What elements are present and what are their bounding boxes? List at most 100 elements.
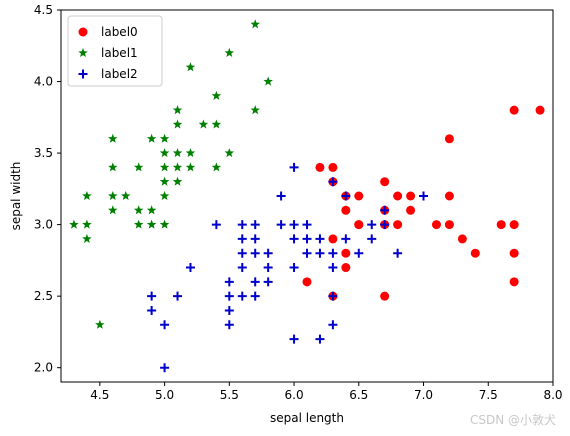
data-point-label1 [198,119,209,129]
data-point-label2 [263,248,273,258]
legend-label: label1 [101,46,138,60]
data-point-label2 [224,277,234,287]
data-point-label2 [341,234,351,244]
data-point-label2 [328,248,338,258]
data-point-label1 [185,148,196,158]
data-point-label2 [237,234,247,244]
data-point-label0 [393,191,403,201]
legend-label: label0 [101,25,138,39]
data-point-label2 [160,363,170,373]
data-point-label1 [250,19,260,29]
data-point-label2 [289,263,299,273]
data-point-label1 [211,119,222,129]
x-tick-label: 4.5 [90,388,109,402]
data-point-label2 [250,248,260,258]
data-point-label0 [380,291,390,301]
data-point-label0 [470,248,480,258]
data-point-label1 [159,133,170,143]
data-point-label1 [211,90,222,100]
data-point-label1 [211,162,222,172]
data-point-label0 [431,220,441,230]
data-point-label2 [328,291,338,301]
data-point-label0 [444,191,454,201]
data-point-label1 [146,133,157,143]
plot-area-frame [60,9,554,383]
data-point-label2 [419,191,429,201]
y-tick-label: 2.5 [34,289,53,303]
y-axis: 2.0 2.5 3.0 3.5 4.0 4.5 [34,3,61,375]
y-tick-label: 3.5 [34,146,53,160]
data-point-label1 [82,191,92,201]
data-point-label2 [250,220,260,230]
y-tick-label: 2.0 [34,361,53,375]
y-tick-label: 3.0 [34,218,53,232]
data-point-label1 [108,205,118,215]
x-tick-label: 6.0 [285,388,304,402]
x-tick-label: 6.5 [349,388,368,402]
data-point-label2 [185,263,195,273]
x-axis-label: sepal length [270,411,344,425]
data-point-label1 [133,205,144,215]
data-point-label2 [276,191,286,201]
data-point-label2 [354,248,364,258]
data-point-label2 [147,291,157,301]
data-point-label0 [509,248,519,258]
data-point-label2 [289,220,299,230]
data-point-label1 [82,219,92,229]
data-point-label2 [237,248,247,258]
data-point-label2 [315,334,325,344]
data-point-label2 [380,220,390,230]
x-tick-label: 7.0 [414,388,433,402]
x-tick-label: 5.5 [220,388,239,402]
data-point-label1 [120,191,131,201]
data-point-label2 [315,234,325,244]
data-point-label0 [444,220,454,230]
data-point-label1 [159,176,170,186]
data-point-label2 [328,320,338,330]
data-point-label2 [328,177,338,187]
data-point-label0 [393,220,403,230]
data-point-label1 [146,205,157,215]
data-point-label0 [406,191,416,201]
data-point-label1 [159,191,170,201]
data-point-label0 [509,277,519,287]
series-label2 [147,162,429,373]
data-point-label1 [172,105,183,115]
data-point-label2 [380,205,390,215]
data-point-label2 [367,234,377,244]
data-point-label0 [341,263,351,273]
data-point-label2 [289,334,299,344]
plot-marks [69,19,545,373]
data-point-label2 [302,248,312,258]
data-point-label0 [444,134,454,144]
data-point-label2 [237,263,247,273]
data-point-label0 [457,234,467,244]
data-point-label1 [95,319,105,329]
data-point-label2 [302,234,312,244]
data-point-label0 [341,205,351,215]
x-axis: 4.5 5.0 5.5 6.0 6.5 7.0 7.5 8.0 [90,382,563,402]
data-point-label1 [172,148,183,158]
data-point-label0 [341,248,351,258]
data-point-label2 [328,263,338,273]
data-point-label2 [341,191,351,201]
data-point-label0 [380,177,390,187]
data-point-label1 [250,105,260,115]
data-point-label1 [185,62,196,72]
y-axis-label: sepal width [9,162,23,231]
data-point-label1 [224,47,235,57]
data-point-label2 [224,291,234,301]
data-point-label0 [354,220,364,230]
data-point-label2 [237,220,247,230]
data-point-label2 [250,291,260,301]
data-point-label0 [406,205,416,215]
y-tick-label: 4.5 [34,3,53,17]
data-point-label1 [172,119,183,129]
data-point-label0 [328,162,338,172]
data-point-label2 [250,277,260,287]
data-point-label1 [108,191,118,201]
data-point-label2 [160,320,170,330]
data-point-label0 [328,234,338,244]
data-point-label0 [315,162,325,172]
